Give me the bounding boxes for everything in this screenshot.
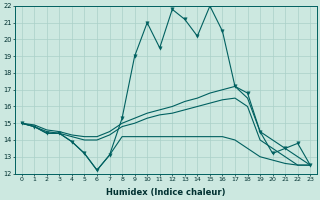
X-axis label: Humidex (Indice chaleur): Humidex (Indice chaleur) xyxy=(106,188,226,197)
